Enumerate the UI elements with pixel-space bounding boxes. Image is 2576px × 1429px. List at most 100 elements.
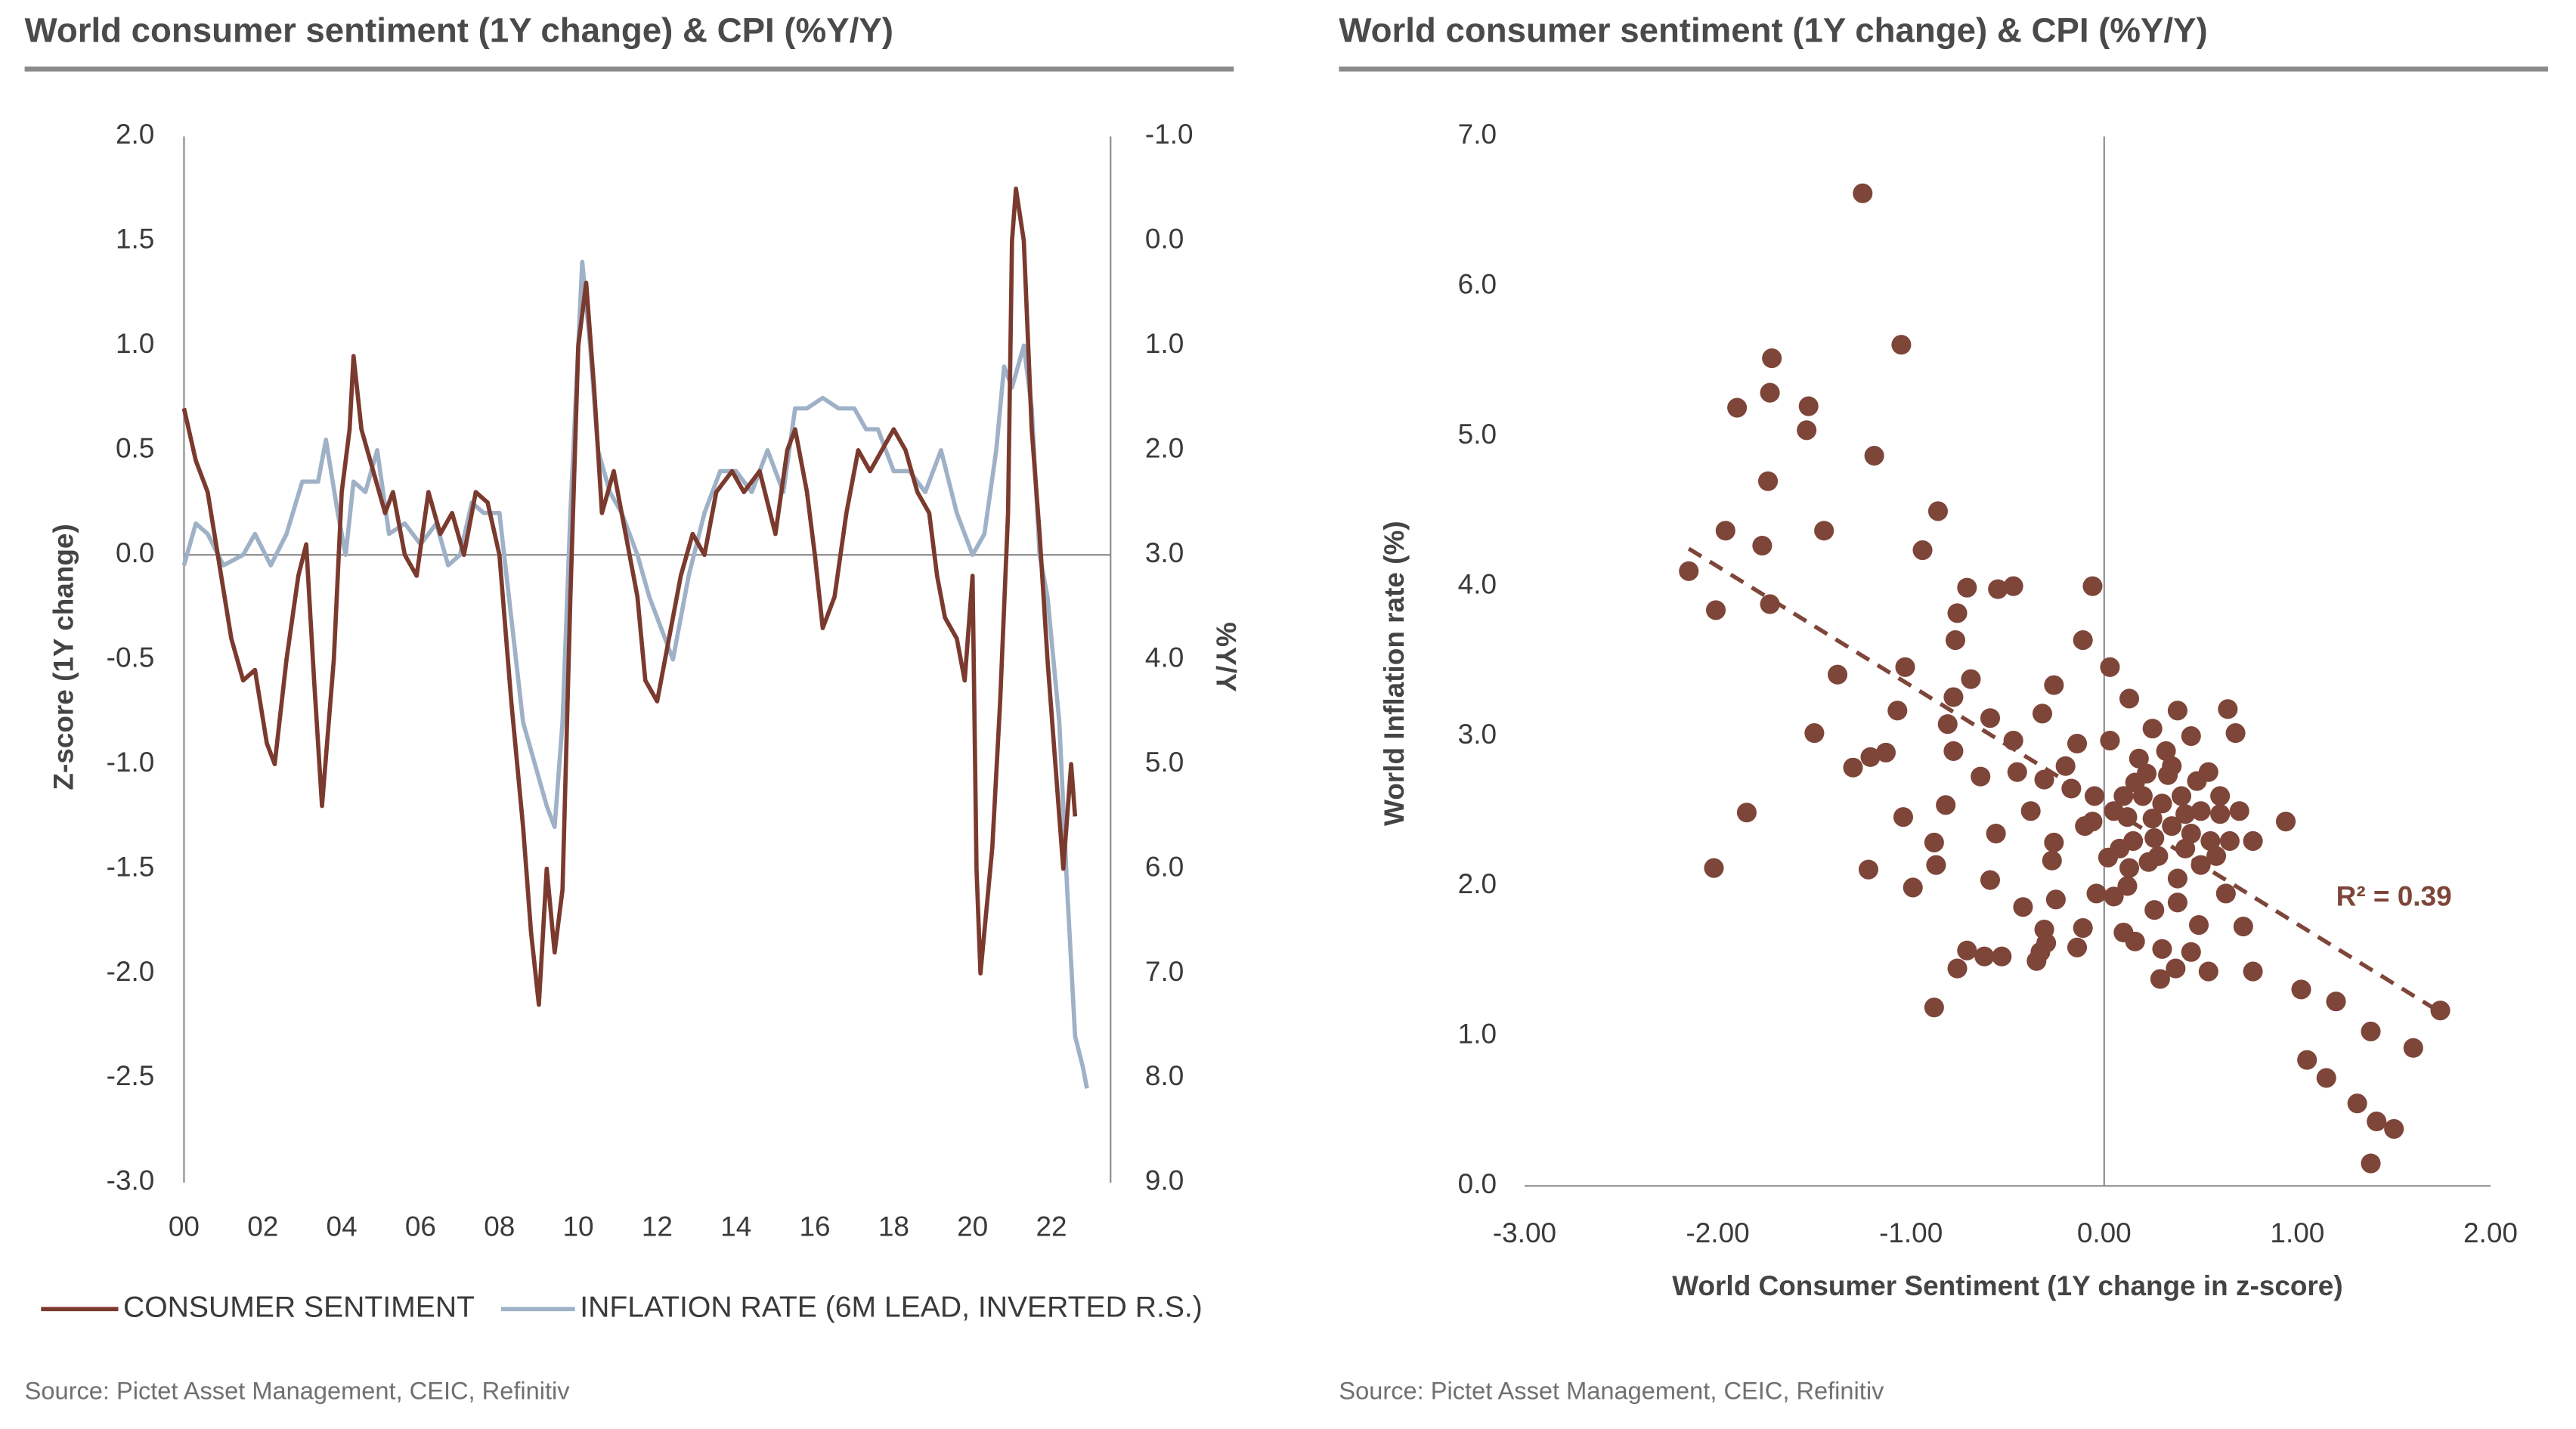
scatter-point [2219, 830, 2240, 851]
scatter-point [2175, 804, 2196, 824]
scatter-point [2144, 900, 2165, 920]
scatter-point [1961, 669, 1981, 689]
scatter-point [1926, 855, 1946, 875]
scatter-point [1924, 998, 1944, 1018]
y-tick-label: 7.0 [1458, 119, 1497, 150]
scatter-point [2291, 979, 2311, 1000]
legend-label: INFLATION RATE (6M LEAD, INVERTED R.S.) [580, 1291, 1203, 1324]
scatter-point [1762, 348, 1782, 369]
y-tick-label: 6.0 [1458, 269, 1497, 300]
legend-label: CONSUMER SENTIMENT [123, 1291, 475, 1324]
y-tick-label: -1.0 [107, 747, 155, 778]
y-axis-title: Z-score (1Y change) [48, 524, 79, 790]
scatter-point [1736, 803, 1757, 823]
scatter-point [1895, 657, 1915, 677]
scatter-point [2073, 630, 2093, 651]
y-tick-label: 1.5 [116, 224, 154, 255]
scatter-point [1974, 946, 1995, 967]
y-tick-label: 0.0 [1458, 1168, 1497, 1199]
x-tick-label: -1.00 [1879, 1217, 1943, 1248]
scatter-point [2403, 1038, 2423, 1058]
scatter-point [1986, 823, 2006, 844]
y-tick-label: 1.0 [116, 328, 154, 359]
scatter-point [2191, 801, 2211, 821]
scatter-point [1943, 687, 1964, 707]
y2-tick-label: 1.0 [1145, 328, 1184, 359]
scatter-point [2225, 723, 2246, 744]
y-tick-label: -2.0 [107, 956, 155, 987]
scatter-point [2152, 939, 2172, 959]
y-axis-title: World Inflation rate (%) [1379, 521, 1410, 826]
scatter-point [2210, 786, 2231, 806]
scatter-point [1891, 335, 1912, 355]
scatter-point [1887, 701, 1908, 721]
scatter-point [2142, 719, 2163, 739]
x-tick-label: 1.00 [2270, 1217, 2324, 1248]
x-tick-label: -2.00 [1686, 1217, 1749, 1248]
scatter-point [2100, 657, 2120, 677]
scatter-point [2198, 961, 2218, 982]
y2-tick-label: 8.0 [1145, 1060, 1184, 1091]
y-tick-label: 2.0 [1458, 868, 1497, 899]
scatter-point [2181, 726, 2201, 747]
x-tick-label: 22 [1036, 1211, 1067, 1242]
x-tick-label: 12 [642, 1211, 673, 1242]
scatter-point [2367, 1111, 2387, 1132]
scatter-point [1957, 577, 1977, 598]
y-tick-label: -1.5 [107, 851, 155, 882]
scatter-point [2384, 1118, 2404, 1139]
scatter-point [1903, 877, 1923, 898]
y-tick-label: 0.5 [116, 433, 154, 464]
scatter-point [2119, 858, 2140, 878]
scatter-point [1860, 747, 1881, 767]
scatter-point [1814, 521, 1834, 541]
scatter-point [2129, 748, 2149, 769]
scatter-point [1798, 396, 1819, 416]
scatter-point [1957, 940, 1977, 960]
scatter-point [2167, 892, 2187, 913]
series-line [181, 186, 1078, 1007]
scatter-point [1704, 858, 1724, 878]
scatter-point [2162, 816, 2182, 837]
scatter-point [2055, 756, 2076, 776]
y2-tick-label: 9.0 [1145, 1165, 1184, 1196]
x-tick-label: 06 [405, 1211, 436, 1242]
scatter-point [2162, 756, 2182, 776]
scatter-point [2113, 786, 2134, 806]
scatter-point [1757, 471, 1779, 491]
scatter-point [2316, 1068, 2336, 1088]
y2-tick-label: -1.0 [1145, 119, 1194, 150]
scatter-point [1992, 946, 2012, 967]
scatter-point [2218, 699, 2238, 719]
scatter-point [1980, 708, 2001, 728]
y2-tick-label: 2.0 [1145, 433, 1184, 464]
x-tick-label: 14 [720, 1211, 751, 1242]
source: Source: Pictet Asset Management, CEIC, R… [1339, 1377, 1884, 1405]
x-tick-label: 0.00 [2077, 1217, 2132, 1248]
x-tick-label: 10 [563, 1211, 594, 1242]
y-tick-label: -2.5 [107, 1060, 155, 1091]
scatter-point [1858, 859, 1878, 880]
scatter-point [2167, 868, 2187, 889]
scatter-point [1705, 600, 1726, 620]
x-tick-label: 02 [247, 1211, 278, 1242]
source: Source: Pictet Asset Management, CEIC, R… [25, 1377, 571, 1405]
x-axis-title: World Consumer Sentiment (1Y change in z… [1672, 1270, 2342, 1301]
scatter-point [2086, 883, 2107, 904]
x-tick-label: 20 [957, 1211, 988, 1242]
y-tick-label: 0.0 [116, 537, 154, 568]
scatter-point [2044, 832, 2064, 852]
scatter-point [2100, 730, 2120, 751]
scatter-point [1797, 420, 1817, 441]
scatter-point [2148, 846, 2169, 866]
scatter-point [1760, 382, 1780, 403]
scatter-point [1679, 561, 1699, 581]
scatter-point [2125, 931, 2145, 951]
scatter-point [2117, 876, 2138, 896]
scatter-point [1971, 766, 1991, 787]
x-tick-label: -3.00 [1493, 1217, 1556, 1248]
scatter-point [1947, 958, 1968, 979]
x-tick-label: 18 [878, 1211, 909, 1242]
y2-tick-label: 6.0 [1145, 851, 1184, 882]
